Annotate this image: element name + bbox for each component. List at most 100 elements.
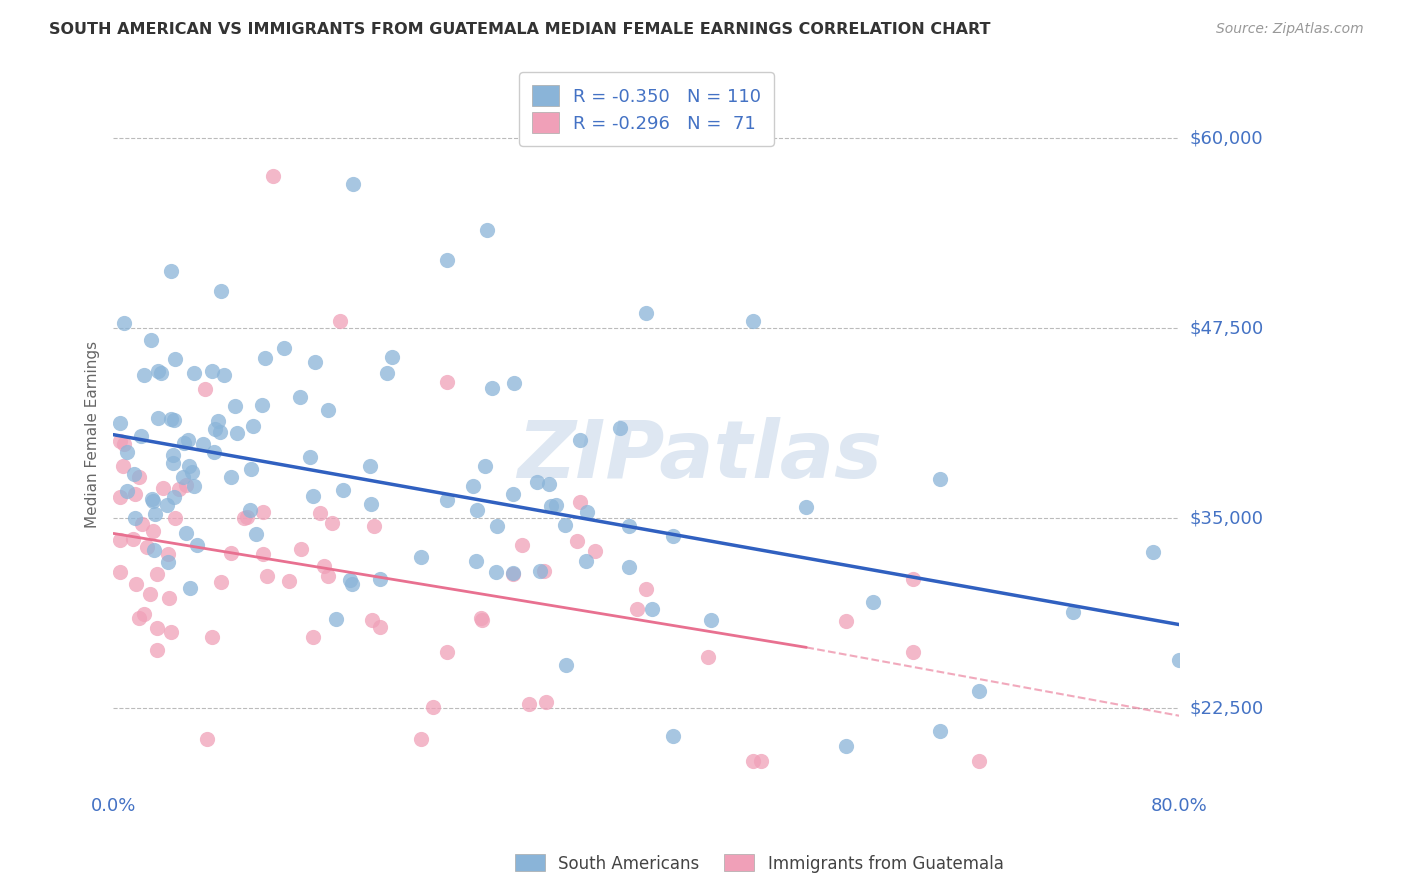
Point <box>239 462 262 476</box>
Point <box>209 284 232 298</box>
Point <box>139 587 162 601</box>
Point <box>436 375 458 389</box>
Point <box>436 493 458 508</box>
Point <box>112 437 135 451</box>
Point <box>565 534 588 549</box>
Point <box>194 382 217 396</box>
Point <box>342 177 364 191</box>
Point <box>794 500 817 515</box>
Point <box>699 613 721 627</box>
Point <box>526 475 548 489</box>
Point <box>575 553 598 567</box>
Point <box>329 314 352 328</box>
Point <box>554 658 576 673</box>
Point <box>277 574 299 588</box>
Point <box>204 422 226 436</box>
Text: SOUTH AMERICAN VS IMMIGRANTS FROM GUATEMALA MEDIAN FEMALE EARNINGS CORRELATION C: SOUTH AMERICAN VS IMMIGRANTS FROM GUATEM… <box>49 22 991 37</box>
Point <box>502 566 524 581</box>
Point <box>207 414 229 428</box>
Point <box>177 433 200 447</box>
Point <box>167 482 190 496</box>
Point <box>131 516 153 531</box>
Point <box>136 540 159 554</box>
Point <box>928 723 950 738</box>
Point <box>165 511 187 525</box>
Point <box>141 524 163 538</box>
Point <box>835 739 858 753</box>
Point <box>312 559 335 574</box>
Point <box>302 630 325 644</box>
Point <box>183 366 205 380</box>
Point <box>304 355 326 369</box>
Point <box>368 620 391 634</box>
Point <box>359 458 381 473</box>
Point <box>321 516 343 530</box>
Point <box>146 621 169 635</box>
Point <box>502 567 524 582</box>
Point <box>235 509 257 524</box>
Point <box>160 624 183 639</box>
Point <box>139 333 162 347</box>
Point <box>232 510 254 524</box>
Point <box>928 471 950 485</box>
Point <box>193 437 215 451</box>
Point <box>533 564 555 578</box>
Point <box>742 754 765 768</box>
Point <box>163 491 186 505</box>
Point <box>475 222 498 236</box>
Point <box>124 511 146 525</box>
Point <box>409 732 432 747</box>
Point <box>186 538 208 552</box>
Point <box>108 533 131 547</box>
Point <box>214 368 236 383</box>
Point <box>1168 652 1191 666</box>
Point <box>245 527 267 541</box>
Point <box>200 630 222 644</box>
Point <box>174 478 197 492</box>
Point <box>465 503 488 517</box>
Legend: R = -0.350   N = 110, R = -0.296   N =  71: R = -0.350 N = 110, R = -0.296 N = 71 <box>519 72 773 145</box>
Point <box>208 425 231 440</box>
Point <box>510 538 533 552</box>
Point <box>242 419 264 434</box>
Point <box>609 421 631 435</box>
Point <box>209 575 232 590</box>
Point <box>112 316 135 330</box>
Point <box>316 569 339 583</box>
Point <box>146 643 169 657</box>
Point <box>464 554 486 568</box>
Point <box>436 252 458 267</box>
Point <box>471 613 494 627</box>
Text: ZIPatlas: ZIPatlas <box>517 417 882 495</box>
Point <box>159 263 181 277</box>
Point <box>273 341 295 355</box>
Point <box>485 565 508 579</box>
Point <box>108 490 131 504</box>
Point <box>160 412 183 426</box>
Point <box>157 547 180 561</box>
Point <box>129 429 152 443</box>
Point <box>742 314 765 328</box>
Point <box>288 390 311 404</box>
Point <box>576 505 599 519</box>
Point <box>517 697 540 711</box>
Point <box>128 470 150 484</box>
Point <box>568 433 591 447</box>
Point <box>148 364 170 378</box>
Point <box>177 459 200 474</box>
Point <box>969 754 991 768</box>
Point <box>173 435 195 450</box>
Point <box>332 483 354 497</box>
Point <box>253 351 276 366</box>
Point <box>436 645 458 659</box>
Point <box>529 565 551 579</box>
Point <box>159 591 181 606</box>
Point <box>250 398 273 412</box>
Point <box>132 607 155 621</box>
Point <box>152 481 174 495</box>
Point <box>470 611 492 625</box>
Point <box>122 467 145 481</box>
Point <box>239 502 262 516</box>
Point <box>503 376 526 390</box>
Point <box>115 445 138 459</box>
